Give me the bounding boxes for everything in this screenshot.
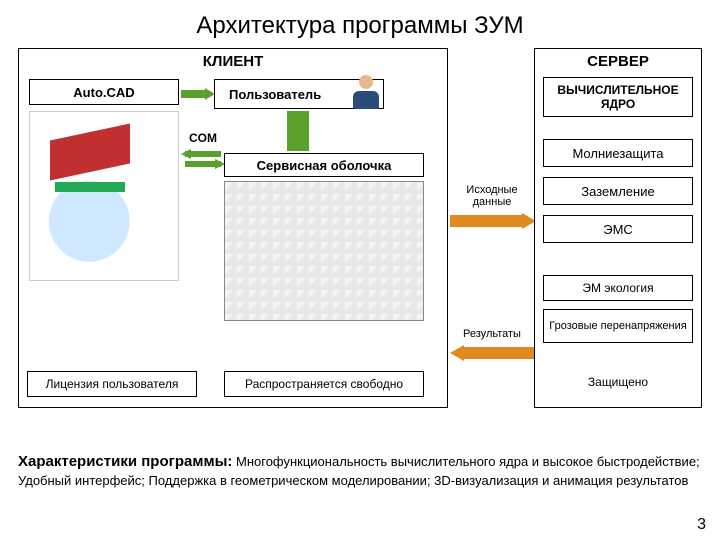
module-2: ЭМС: [543, 215, 693, 243]
footer-text: Характеристики программы: Многофункциона…: [18, 452, 702, 490]
module-3: ЭМ экология: [543, 275, 693, 301]
server-panel: СЕРВЕР ВЫЧИСЛИТЕЛЬНОЕ ЯДРО Молниезащита …: [534, 48, 702, 408]
core-box: ВЫЧИСЛИТЕЛЬНОЕ ЯДРО: [543, 77, 693, 117]
server-panel-title: СЕРВЕР: [535, 49, 701, 76]
arrow-input-data: [450, 212, 536, 230]
autocad-box: Auto.CAD: [29, 79, 179, 105]
client-panel-title: КЛИЕНТ: [19, 49, 447, 76]
slide-title: Архитектура программы ЗУМ: [0, 0, 720, 48]
protected-label: Защищено: [543, 375, 693, 389]
license-box: Лицензия пользователя: [27, 371, 197, 397]
arrow-user-to-shell: [287, 111, 309, 151]
service-shell-box: Сервисная оболочка: [224, 153, 424, 177]
user-icon: [351, 75, 381, 109]
architecture-diagram: КЛИЕНТ Auto.CAD Пользователь COM Сервисн…: [18, 48, 702, 438]
autocad-screenshot: [29, 111, 179, 281]
arrow-autocad-user: [181, 87, 215, 101]
input-data-label: Исходные данные: [456, 184, 528, 208]
module-1: Заземление: [543, 177, 693, 205]
com-label: COM: [189, 131, 217, 145]
page-number: 3: [697, 516, 706, 534]
results-label: Результаты: [456, 328, 528, 340]
service-shell-screenshot: [224, 181, 424, 321]
module-0: Молниезащита: [543, 139, 693, 167]
footer-heading: Характеристики программы:: [18, 453, 232, 470]
user-label: Пользователь: [229, 87, 321, 102]
arrow-results: [450, 344, 536, 362]
arrow-com-bidir: [181, 147, 225, 171]
distribution-box: Распространяется свободно: [224, 371, 424, 397]
module-4: Грозовые перенапряжения: [543, 309, 693, 343]
client-panel: КЛИЕНТ Auto.CAD Пользователь COM Сервисн…: [18, 48, 448, 408]
